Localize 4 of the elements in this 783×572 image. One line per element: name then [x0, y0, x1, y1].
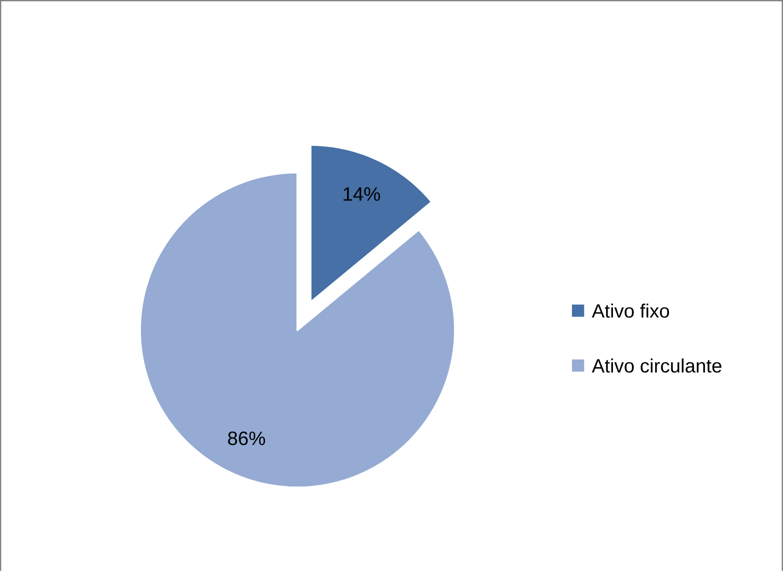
data-label: 86% — [228, 432, 266, 446]
legend-label: Ativo circulante — [592, 358, 722, 373]
legend-label: Ativo fixo — [592, 304, 670, 318]
data-label: 14% — [344, 188, 380, 201]
